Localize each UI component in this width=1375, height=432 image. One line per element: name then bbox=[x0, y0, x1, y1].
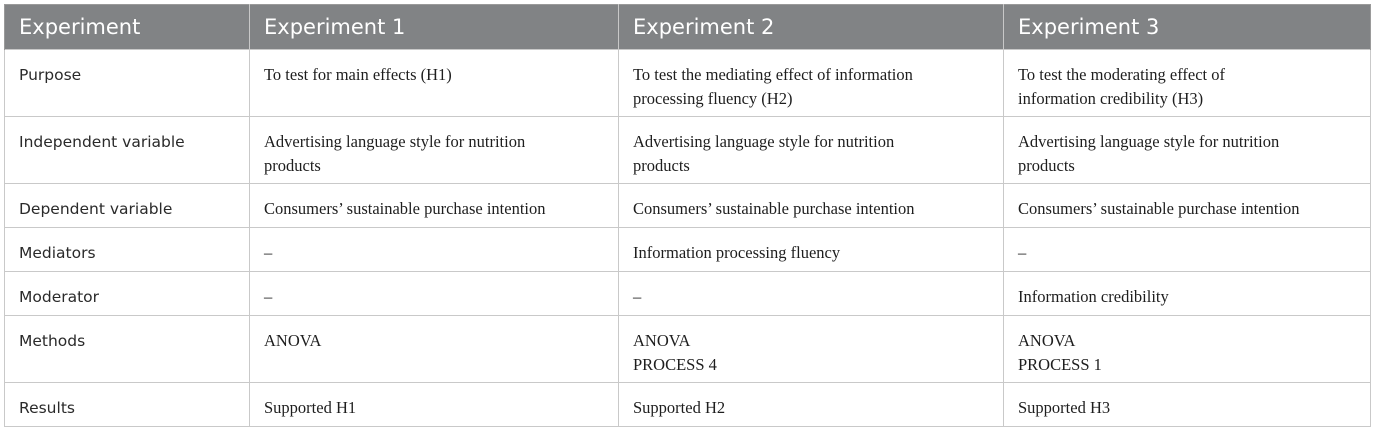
cell-line: – bbox=[1018, 243, 1027, 262]
cell-line: information credibility (H3) bbox=[1018, 89, 1204, 108]
cell-line: Advertising language style for nutrition bbox=[264, 132, 526, 151]
cell-dependent-exp3: Consumers’ sustainable purchase intentio… bbox=[1003, 183, 1371, 228]
cell-line: Consumers’ sustainable purchase intentio… bbox=[1018, 199, 1300, 218]
cell-methods-exp1: ANOVA bbox=[249, 315, 619, 383]
cell-line: ANOVA bbox=[1018, 331, 1076, 350]
cell-independent-exp3: Advertising language style for nutrition… bbox=[1003, 116, 1371, 184]
table-header: Experiment Experiment 1 Experiment 2 Exp… bbox=[4, 4, 1371, 50]
cell-results-exp1: Supported H1 bbox=[249, 382, 619, 427]
cell-line: Advertising language style for nutrition bbox=[1018, 132, 1280, 151]
experiment-table-container: Experiment Experiment 1 Experiment 2 Exp… bbox=[4, 4, 1371, 427]
cell-methods-exp2: ANOVA PROCESS 4 bbox=[618, 315, 1004, 383]
cell-line: ANOVA bbox=[264, 331, 322, 350]
table-row-purpose: Purpose To test for main effects (H1) To… bbox=[4, 49, 1371, 117]
cell-line: Advertising language style for nutrition bbox=[633, 132, 895, 151]
cell-results-exp2: Supported H2 bbox=[618, 382, 1004, 427]
cell-mediators-exp1: – bbox=[249, 227, 619, 272]
row-label-moderator: Moderator bbox=[4, 271, 250, 316]
cell-dependent-exp1: Consumers’ sustainable purchase intentio… bbox=[249, 183, 619, 228]
header-cell-experiment-1: Experiment 1 bbox=[249, 4, 619, 50]
cell-line: Supported H3 bbox=[1018, 398, 1111, 417]
row-label-results: Results bbox=[4, 382, 250, 427]
header-row: Experiment Experiment 1 Experiment 2 Exp… bbox=[4, 4, 1371, 50]
cell-moderator-exp2: – bbox=[618, 271, 1004, 316]
cell-methods-exp3: ANOVA PROCESS 1 bbox=[1003, 315, 1371, 383]
cell-purpose-exp1: To test for main effects (H1) bbox=[249, 49, 619, 117]
cell-purpose-exp3: To test the moderating effect of informa… bbox=[1003, 49, 1371, 117]
cell-line: Information credibility bbox=[1018, 287, 1169, 306]
cell-line: PROCESS 4 bbox=[633, 355, 717, 374]
cell-line: Consumers’ sustainable purchase intentio… bbox=[633, 199, 915, 218]
cell-line: – bbox=[633, 287, 642, 306]
row-label-methods: Methods bbox=[4, 315, 250, 383]
cell-mediators-exp2: Information processing fluency bbox=[618, 227, 1004, 272]
cell-line: ANOVA bbox=[633, 331, 691, 350]
cell-line: PROCESS 1 bbox=[1018, 355, 1102, 374]
cell-purpose-exp2: To test the mediating effect of informat… bbox=[618, 49, 1004, 117]
cell-independent-exp2: Advertising language style for nutrition… bbox=[618, 116, 1004, 184]
cell-line: To test the moderating effect of bbox=[1018, 65, 1226, 84]
table-row-mediators: Mediators – Information processing fluen… bbox=[4, 227, 1371, 272]
header-cell-experiment-3: Experiment 3 bbox=[1003, 4, 1371, 50]
row-label-purpose: Purpose bbox=[4, 49, 250, 117]
cell-line: Supported H2 bbox=[633, 398, 726, 417]
cell-line: products bbox=[264, 156, 321, 175]
cell-line: Consumers’ sustainable purchase intentio… bbox=[264, 199, 546, 218]
cell-line: Information processing fluency bbox=[633, 243, 841, 262]
table-row-dependent-variable: Dependent variable Consumers’ sustainabl… bbox=[4, 183, 1371, 228]
row-label-independent-variable: Independent variable bbox=[4, 116, 250, 184]
cell-line: processing fluency (H2) bbox=[633, 89, 793, 108]
row-label-mediators: Mediators bbox=[4, 227, 250, 272]
cell-line: Supported H1 bbox=[264, 398, 357, 417]
table-row-methods: Methods ANOVA ANOVA PROCESS 4 ANOVA PROC… bbox=[4, 315, 1371, 383]
cell-moderator-exp3: Information credibility bbox=[1003, 271, 1371, 316]
table-row-independent-variable: Independent variable Advertising languag… bbox=[4, 116, 1371, 184]
experiment-table: Experiment Experiment 1 Experiment 2 Exp… bbox=[4, 4, 1371, 427]
cell-dependent-exp2: Consumers’ sustainable purchase intentio… bbox=[618, 183, 1004, 228]
cell-moderator-exp1: – bbox=[249, 271, 619, 316]
cell-line: products bbox=[633, 156, 690, 175]
cell-line: – bbox=[264, 243, 273, 262]
cell-line: – bbox=[264, 287, 273, 306]
cell-independent-exp1: Advertising language style for nutrition… bbox=[249, 116, 619, 184]
cell-results-exp3: Supported H3 bbox=[1003, 382, 1371, 427]
cell-line: To test the mediating effect of informat… bbox=[633, 65, 913, 84]
cell-mediators-exp3: – bbox=[1003, 227, 1371, 272]
cell-line: products bbox=[1018, 156, 1075, 175]
header-cell-experiment: Experiment bbox=[4, 4, 250, 50]
header-cell-experiment-2: Experiment 2 bbox=[618, 4, 1004, 50]
table-row-moderator: Moderator – – Information credibility bbox=[4, 271, 1371, 316]
cell-line: To test for main effects (H1) bbox=[264, 65, 452, 84]
table-row-results: Results Supported H1 Supported H2 Suppor… bbox=[4, 382, 1371, 427]
row-label-dependent-variable: Dependent variable bbox=[4, 183, 250, 228]
table-body: Purpose To test for main effects (H1) To… bbox=[4, 49, 1371, 427]
